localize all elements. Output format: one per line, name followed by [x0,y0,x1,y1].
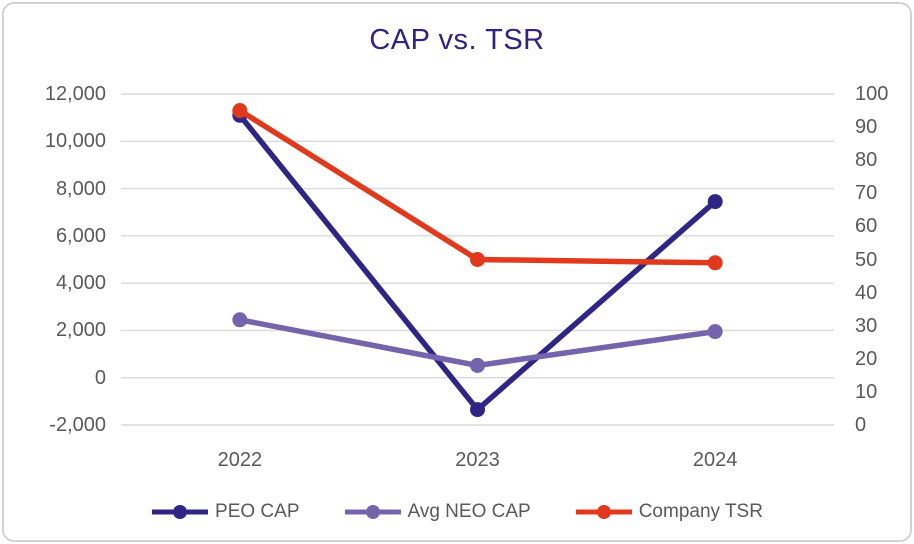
data-point-avg-neo-cap [232,312,248,328]
series-line-company-tsr [238,108,716,266]
right-axis-tick-label: 0 [855,414,867,436]
data-point-avg-neo-cap [707,324,723,340]
chart-title: CAP vs. TSR [369,24,545,56]
data-point-peo-cap [470,402,485,418]
right-axis-tick-label: 30 [855,314,878,337]
right-axis-tick-label: 100 [855,83,889,105]
right-axis-tick-label: 50 [855,248,878,271]
legend-label: Company TSR [638,501,763,522]
left-axis-tick-label: 2,000 [55,319,106,342]
plot-area [121,93,834,426]
data-point-peo-cap [707,194,723,210]
right-axis-tick-label: 90 [855,116,878,139]
x-axis-label-2022: 2022 [217,449,263,471]
right-axis-tick-label: 80 [855,149,878,172]
legend-item-avg-neo-cap: Avg NEO CAP [344,501,531,523]
legend: PEO CAP Avg NEO CAP Company TSR [4,496,910,528]
data-point-company-tsr [707,255,723,271]
legend-label: PEO CAP [215,501,300,522]
x-axis-label-2023: 2023 [455,449,500,471]
legend-item-company-tsr: Company TSR [575,501,763,523]
right-axis-tick-label: 20 [855,347,878,370]
left-axis-tick-label: -2,000 [49,414,106,436]
x-axis-label-2024: 2024 [692,449,738,471]
right-axis-tick-label: 10 [855,380,878,403]
legend-item-peo-cap: PEO CAP [151,501,300,523]
data-point-company-tsr [470,252,485,267]
left-axis-tick-label: 8,000 [55,177,106,200]
left-axis-tick-label: 6,000 [55,224,106,247]
data-point-company-tsr [232,103,248,119]
left-axis-tick-label: 12,000 [44,83,106,105]
left-axis-tick-label: 0 [94,366,106,389]
left-axis-tick-label: 4,000 [55,272,106,295]
left-axis-tick-label: 10,000 [44,130,106,153]
data-point-avg-neo-cap [470,357,485,373]
legend-marker-icon [152,505,209,519]
right-axis-tick-label: 70 [855,182,878,205]
right-axis-tick-label: 60 [855,215,878,238]
right-axis-tick-label: 40 [855,281,878,304]
legend-label: Avg NEO CAP [407,501,531,522]
legend-marker-icon [575,505,632,519]
legend-marker-icon [344,505,401,519]
